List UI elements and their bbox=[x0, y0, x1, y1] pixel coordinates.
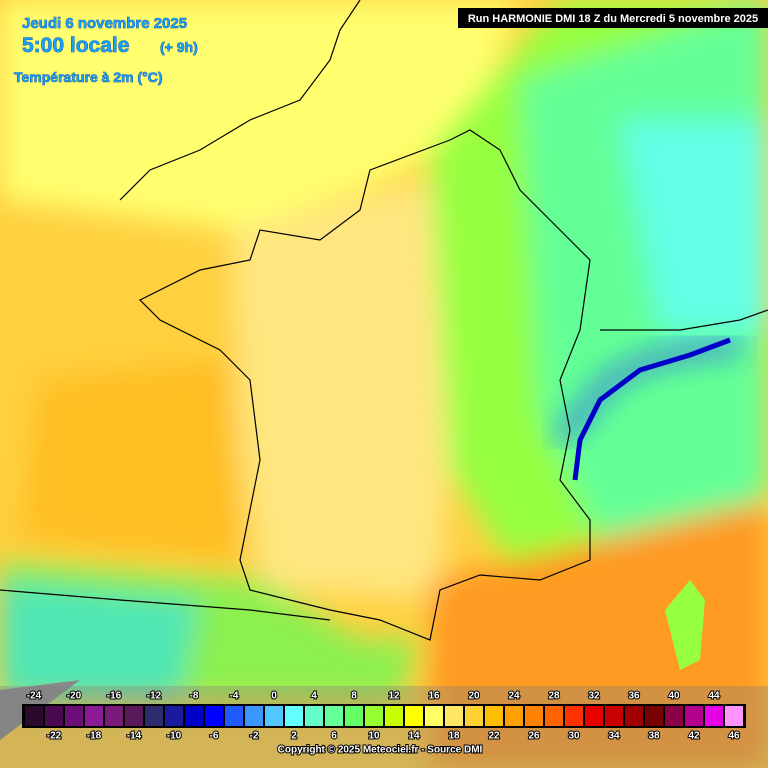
scale-label: 20 bbox=[468, 691, 480, 702]
scale-step bbox=[345, 706, 363, 726]
scale-step bbox=[205, 706, 223, 726]
scale-label: 0 bbox=[271, 691, 277, 702]
scale-label: -8 bbox=[190, 691, 199, 702]
scale-label: 40 bbox=[668, 691, 680, 702]
scale-step bbox=[605, 706, 623, 726]
scale-label: 38 bbox=[648, 731, 660, 742]
scale-label: -24 bbox=[27, 691, 42, 702]
scale-step bbox=[185, 706, 203, 726]
copyright: Copyright © 2025 Meteociel.fr - Source D… bbox=[278, 745, 483, 756]
scale-label: 24 bbox=[508, 691, 520, 702]
scale-label: 36 bbox=[628, 691, 640, 702]
scale-step bbox=[125, 706, 143, 726]
scale-step bbox=[445, 706, 463, 726]
scale-label: 4 bbox=[311, 691, 317, 702]
scale-label: 30 bbox=[568, 731, 580, 742]
scale-label: 46 bbox=[728, 731, 740, 742]
scale-step bbox=[425, 706, 443, 726]
scale-step bbox=[725, 706, 743, 726]
scale-label: 28 bbox=[548, 691, 560, 702]
forecast-offset: (+ 9h) bbox=[160, 39, 198, 55]
scale-step bbox=[665, 706, 683, 726]
color-scale: -24-22-20-18-16-14-12-10-8-6-4-202468101… bbox=[22, 690, 746, 743]
scale-step bbox=[645, 706, 663, 726]
scale-step bbox=[225, 706, 243, 726]
scale-label: 26 bbox=[528, 731, 540, 742]
scale-step bbox=[285, 706, 303, 726]
scale-step bbox=[105, 706, 123, 726]
scale-label: -12 bbox=[147, 691, 162, 702]
scale-label: 44 bbox=[708, 691, 720, 702]
scale-step bbox=[565, 706, 583, 726]
scale-label: 42 bbox=[688, 731, 700, 742]
scale-step bbox=[485, 706, 503, 726]
scale-label: -16 bbox=[107, 691, 122, 702]
scale-step bbox=[265, 706, 283, 726]
scale-step bbox=[45, 706, 63, 726]
scale-label: 12 bbox=[388, 691, 400, 702]
scale-step bbox=[145, 706, 163, 726]
scale-step bbox=[365, 706, 383, 726]
scale-step bbox=[165, 706, 183, 726]
scale-label: -10 bbox=[167, 731, 182, 742]
scale-step bbox=[85, 706, 103, 726]
scale-label: 18 bbox=[448, 731, 460, 742]
scale-label: 16 bbox=[428, 691, 440, 702]
run-info: Run HARMONIE DMI 18 Z du Mercredi 5 nove… bbox=[468, 13, 758, 25]
scale-label: 32 bbox=[588, 691, 600, 702]
scale-step bbox=[505, 706, 523, 726]
scale-step bbox=[65, 706, 83, 726]
scale-step bbox=[245, 706, 263, 726]
scale-step bbox=[585, 706, 603, 726]
scale-label: -2 bbox=[250, 731, 259, 742]
scale-step bbox=[25, 706, 43, 726]
scale-label: -4 bbox=[230, 691, 239, 702]
scale-step bbox=[625, 706, 643, 726]
forecast-time: 5:00 locale bbox=[22, 34, 129, 57]
scale-step bbox=[405, 706, 423, 726]
scale-label: -20 bbox=[67, 691, 82, 702]
scale-step bbox=[545, 706, 563, 726]
scale-label: 6 bbox=[331, 731, 337, 742]
forecast-date: Jeudi 6 novembre 2025 bbox=[22, 15, 187, 32]
variable-name: Température à 2m (°C) bbox=[14, 69, 163, 85]
scale-step bbox=[525, 706, 543, 726]
scale-label: 2 bbox=[291, 731, 297, 742]
scale-step bbox=[685, 706, 703, 726]
scale-label: -6 bbox=[210, 731, 219, 742]
scale-label: -14 bbox=[127, 731, 142, 742]
scale-label: 10 bbox=[368, 731, 380, 742]
borders bbox=[0, 0, 768, 641]
scale-label: -22 bbox=[47, 731, 62, 742]
run-box bbox=[458, 8, 768, 28]
scale-step bbox=[705, 706, 723, 726]
scale-step bbox=[305, 706, 323, 726]
scale-label: 34 bbox=[608, 731, 620, 742]
scale-step bbox=[385, 706, 403, 726]
scale-label: 14 bbox=[408, 731, 420, 742]
scale-step bbox=[465, 706, 483, 726]
scale-label: 22 bbox=[488, 731, 500, 742]
scale-label: -18 bbox=[87, 731, 102, 742]
scale-label: 8 bbox=[351, 691, 357, 702]
scale-step bbox=[325, 706, 343, 726]
